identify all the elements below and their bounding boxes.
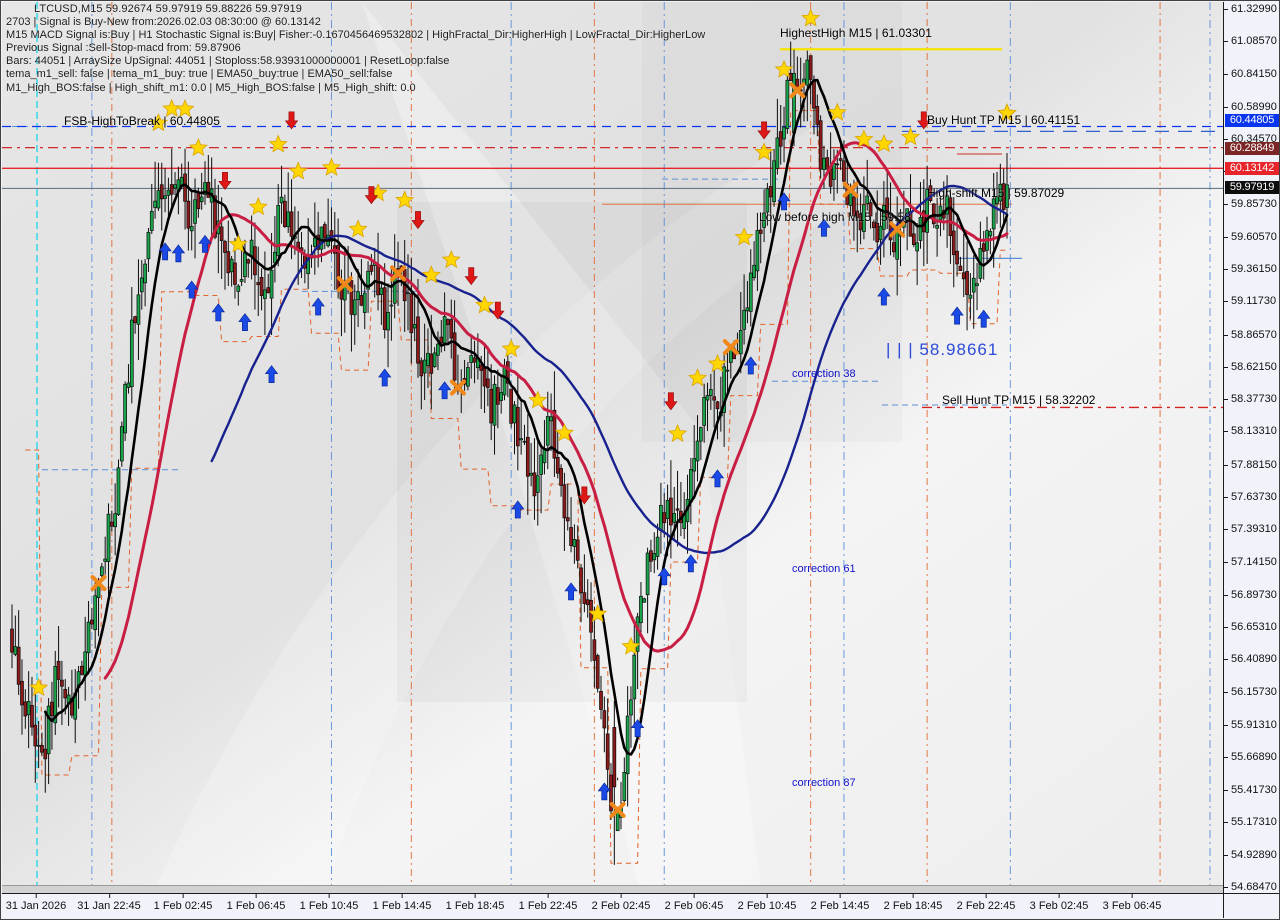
time-tick: 2 Feb 02:45 [591,893,651,912]
moving-average-layer [44,78,1009,756]
chart-plot-area[interactable]: MARKETZ TRADE [2,2,1224,895]
annotation-buy-hunt-tp[interactable]: Buy Hunt TP M15 | 60.41151 [927,113,1081,127]
price-tick: 55.17310 [1224,816,1279,828]
fsb-level-badge[interactable]: 60.44805 [1225,114,1279,127]
info-line-5: M1_High_BOS:false | High_shift_m1: 0.0 |… [6,81,416,94]
price-tick: 59.36150 [1224,263,1279,275]
chart-info-header: LTCUSD,M15 59.92674 59.97919 59.88226 59… [6,3,705,95]
time-tick: 2 Feb 06:45 [664,893,724,912]
time-tick: 2 Feb 18:45 [883,893,943,912]
price-tick: 56.65310 [1224,621,1279,633]
price-axis[interactable]: 61.32990 61.08570 60.84150 60.58990 60.34570… [1223,2,1279,895]
price-tick: 58.86570 [1224,329,1279,341]
price-tick: 60.58990 [1224,101,1279,113]
price-tick: 56.89730 [1224,589,1279,601]
time-tick: 3 Feb 06:45 [1102,893,1162,912]
time-tick: 2 Feb 10:45 [737,893,797,912]
price-tick: 59.85730 [1224,198,1279,210]
time-tick: 1 Feb 10:45 [299,893,359,912]
price-tick: 54.92890 [1224,849,1279,861]
price-tick: 57.63730 [1224,491,1279,503]
price-tick: 56.40890 [1224,653,1279,665]
time-tick: 1 Feb 18:45 [445,893,505,912]
price-tick: 59.11730 [1224,295,1279,307]
last-price-badge[interactable]: 59.97919 [1225,181,1279,194]
price-tick: 56.15730 [1224,686,1279,698]
price-tick: 59.60570 [1224,231,1279,243]
annotation-fsb-high-to-break[interactable]: FSB-HighToBreak | 60.44805 [64,114,220,128]
price-tick: 57.14150 [1224,556,1279,568]
time-tick: 2 Feb 14:45 [810,893,870,912]
signal-price-badge[interactable]: 60.13142 [1225,162,1279,175]
annotation-correction-87[interactable]: correction 87 [792,777,856,789]
price-tick: 55.41730 [1224,784,1279,796]
annotation-level-58-98661[interactable]: | | | 58.98661 [886,340,999,359]
price-tick: 61.32990 [1224,3,1279,15]
info-line-1: M15 MACD Signal is:Buy | H1 Stochastic S… [6,29,706,42]
time-axis-strip [2,885,1224,893]
time-axis[interactable]: 31 Jan 2026 31 Jan 22:45 1 Feb 02:45 1 Feb … [2,893,1224,918]
time-tick: 1 Feb 22:45 [518,893,578,912]
info-line-3: Bars: 44051 | ArraySize UpSignal: 44051 … [6,55,450,68]
price-tick: 55.91310 [1224,719,1279,731]
axis-corner [1223,893,1279,918]
annotation-low-before-high[interactable]: Low before high M15 | 59.58 [759,210,911,224]
price-tick: 60.84150 [1224,68,1279,80]
info-line-2: Previous Signal :Sell-Stop-macd from: 59… [6,42,241,55]
price-tick: 57.88150 [1224,459,1279,471]
price-tick: 58.13310 [1224,425,1279,437]
time-tick: 31 Jan 22:45 [77,893,141,912]
price-tick: 57.39310 [1224,523,1279,535]
chart-canvas [2,2,1224,895]
annotation-highest-high[interactable]: HighestHigh M15 | 61.03301 [780,26,932,40]
annotation-high-shift[interactable]: High-shift M15 | 59.87029 [927,186,1065,200]
time-tick: 3 Feb 02:45 [1029,893,1089,912]
annotation-correction-38[interactable]: correction 38 [792,368,856,380]
time-tick: 31 Jan 2026 [5,893,67,912]
signal-markers-layer [29,8,1017,818]
info-line-4: tema_m1_sell: false | tema_m1_buy: true … [6,68,393,81]
info-line-0: 2703 | Signal is Buy-New from:2026.02.03… [6,16,321,29]
stop-level-badge[interactable]: 60.28849 [1225,142,1279,155]
symbol-ohlc-line: LTCUSD,M15 59.92674 59.97919 59.88226 59… [34,3,302,15]
price-tick: 54.68470 [1224,881,1279,893]
price-tick: 58.62150 [1224,361,1279,373]
time-tick: 2 Feb 22:45 [956,893,1016,912]
time-tick: 1 Feb 06:45 [226,893,286,912]
price-tick: 55.66890 [1224,751,1279,763]
horizontal-levels-layer [2,48,1224,409]
session-boxes-layer [2,2,1211,895]
candlestick-layer [10,41,1009,865]
price-tick: 58.37730 [1224,393,1279,405]
annotation-correction-61[interactable]: correction 61 [792,563,856,575]
price-tick: 61.08570 [1224,35,1279,47]
annotation-sell-hunt-tp[interactable]: Sell Hunt TP M15 | 58.32202 [942,393,1096,407]
time-tick: 1 Feb 14:45 [372,893,432,912]
time-tick: 1 Feb 02:45 [153,893,213,912]
